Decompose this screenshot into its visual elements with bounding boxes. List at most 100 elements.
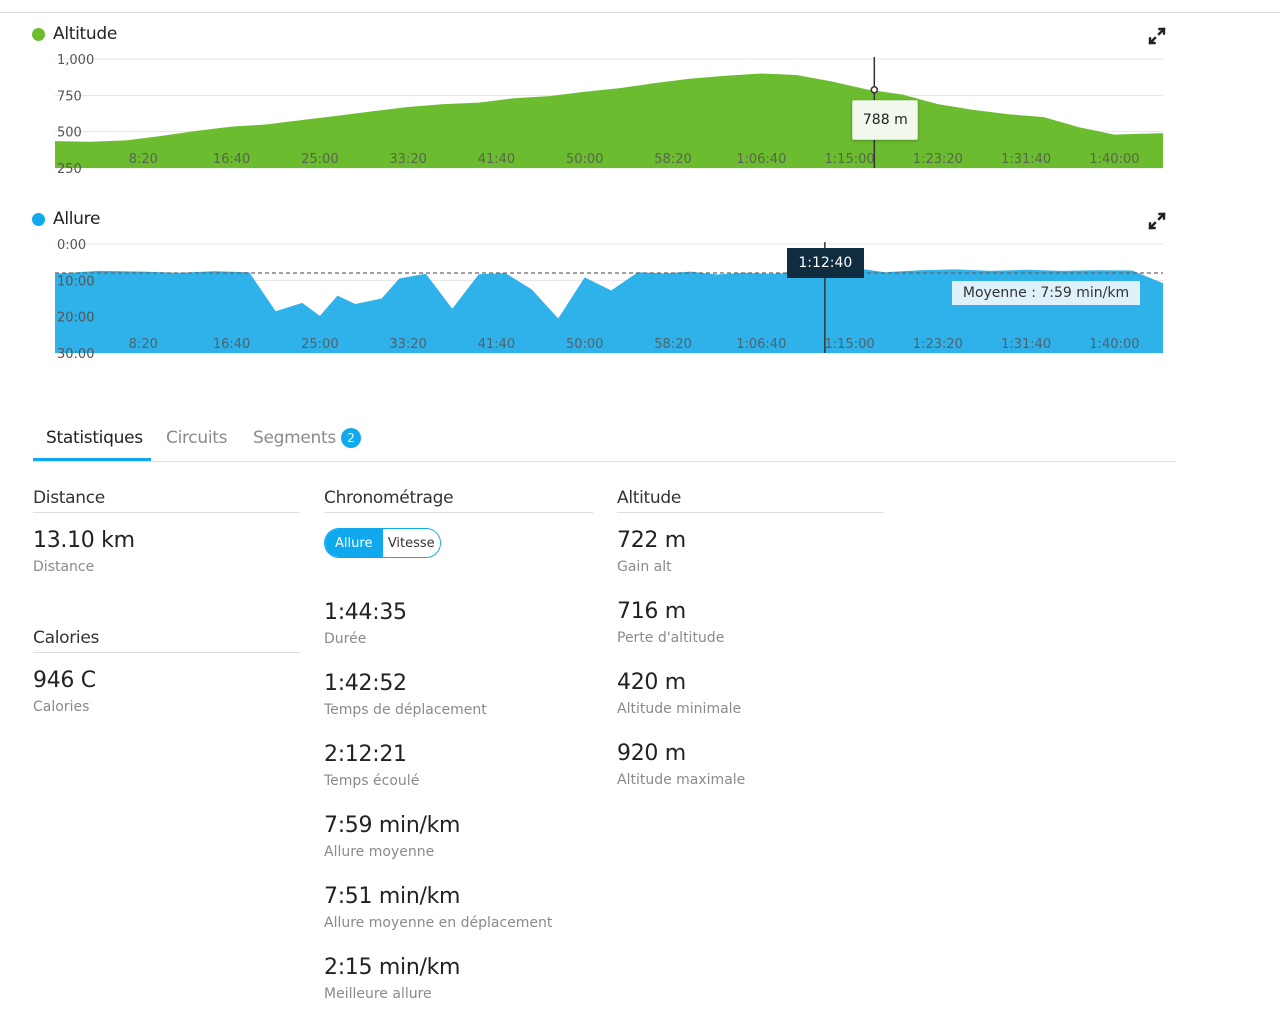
x-tick-label: 1:15:00: [825, 152, 875, 167]
pace-legend-dot: [32, 212, 45, 226]
x-tick-label: 58:20: [654, 152, 691, 167]
x-tick-label: 8:20: [129, 337, 158, 352]
pace-chart-title-text: Allure: [53, 209, 101, 229]
timing-stat-value: 7:51 min/km: [324, 884, 461, 909]
tab-statistiques[interactable]: Statistiques: [46, 428, 143, 448]
y-tick-label: 10:00: [57, 274, 94, 289]
altitude-stat-value: 920 m: [617, 741, 686, 766]
calories-stat: 946 C Calories: [33, 668, 96, 715]
x-tick-label: 1:06:40: [736, 337, 786, 352]
x-tick-label: 33:20: [389, 337, 426, 352]
timing-stat-value: 1:44:35: [324, 600, 407, 625]
x-tick-label: 1:40:00: [1089, 152, 1139, 167]
altitude-chart-title-text: Altitude: [53, 24, 118, 44]
x-tick-label: 1:15:00: [825, 337, 875, 352]
altitude-chart-title: Altitude: [32, 24, 117, 44]
altitude-tooltip: 788 m: [852, 100, 919, 140]
distance-heading: Distance: [33, 488, 300, 513]
y-tick-label: 30:00: [57, 347, 94, 362]
tab-segments[interactable]: Segments 2: [253, 428, 361, 448]
x-tick-label: 41:40: [478, 337, 515, 352]
pace-chart[interactable]: 0:00 10:00 20:00 30:00 8:20 16:40 25:00 33:20 41…: [30, 225, 1170, 365]
x-tick-label: 1:23:20: [913, 337, 963, 352]
altitude-chart[interactable]: 1,000 750 500 250 8:20 16:40 25:00 33:20 41:40 50…: [30, 40, 1170, 180]
x-tick-label: 1:31:40: [1001, 337, 1051, 352]
distance-label: Distance: [33, 559, 95, 575]
altitude-stat: 920 m Altitude maximale: [617, 741, 745, 788]
altitude-stat: 716 m Perte d'altitude: [617, 599, 724, 646]
expand-icon[interactable]: [1146, 25, 1168, 47]
pace-cursor-label-text: 1:12:40: [798, 255, 853, 271]
altitude-stat-label: Perte d'altitude: [617, 630, 725, 646]
x-tick-label: 25:00: [301, 152, 338, 167]
calories-section: Calories 946 C Calories: [33, 628, 300, 715]
expand-icon[interactable]: [1146, 210, 1168, 232]
altitude-stat-value: 716 m: [617, 599, 686, 624]
altitude-stat-value: 420 m: [617, 670, 686, 695]
x-tick-label: 33:20: [389, 152, 426, 167]
x-tick-label: 50:00: [566, 152, 603, 167]
y-tick-label: 1,000: [57, 53, 94, 68]
timing-stat: 7:59 min/km Allure moyenne: [324, 813, 460, 860]
x-tick-label: 41:40: [478, 152, 515, 167]
x-tick-label: 1:40:00: [1089, 337, 1139, 352]
timing-stat-label: Temps écoulé: [324, 773, 420, 789]
x-tick-label: 1:31:40: [1001, 152, 1051, 167]
distance-section: Distance 13.10 km Distance: [33, 488, 300, 575]
x-tick-label: 58:20: [654, 337, 691, 352]
active-tab-indicator: [33, 458, 151, 461]
timing-stat: 2:15 min/km Meilleure allure: [324, 955, 460, 1002]
timing-stat-label: Temps de déplacement: [324, 702, 487, 718]
timing-stat-label: Durée: [324, 631, 367, 647]
altitude-stat: 722 m Gain alt: [617, 528, 686, 575]
altitude-tooltip-text: 788 m: [862, 112, 908, 128]
timing-stat-value: 1:42:52: [324, 671, 407, 696]
y-tick-label: 750: [57, 89, 82, 104]
timing-stat: 1:44:35 Durée: [324, 600, 407, 647]
area-series: [55, 73, 1163, 168]
altitude-stat-label: Gain alt: [617, 559, 672, 575]
x-tick-label: 8:20: [129, 152, 158, 167]
pace-chart-panel: Allure 0:00 10:00 20:00 30:00 8:20 16:40 25:00…: [30, 205, 1170, 365]
toggle-vitesse-button[interactable]: Vitesse: [382, 529, 440, 557]
altitude-stat-label: Altitude maximale: [617, 772, 746, 788]
altitude-stat-label: Altitude minimale: [617, 701, 742, 717]
altitude-stat-value: 722 m: [617, 528, 686, 553]
altitude-stats-heading: Altitude: [617, 488, 884, 513]
segments-count-badge: 2: [340, 428, 361, 448]
timing-stat-label: Allure moyenne: [324, 844, 435, 860]
top-divider: [0, 12, 1280, 13]
y-tick-label: 20:00: [57, 311, 94, 326]
timing-stat: 2:12:21 Temps écoulé: [324, 742, 419, 789]
area-series: [55, 267, 1163, 353]
x-tick-label: 16:40: [213, 337, 250, 352]
pace-average-label-text: Moyenne : 7:59 min/km: [962, 285, 1130, 301]
y-tick-label: 0:00: [57, 238, 86, 253]
tab-segments-label: Segments: [253, 428, 336, 448]
distance-value: 13.10 km: [33, 528, 135, 553]
x-tick-label: 16:40: [213, 152, 250, 167]
stats-tabs: Statistiques Circuits Segments 2: [33, 420, 1176, 462]
timing-stat-value: 2:15 min/km: [324, 955, 461, 980]
altitude-stat: 420 m Altitude minimale: [617, 670, 741, 717]
timing-heading: Chronométrage: [324, 488, 593, 513]
tab-circuits[interactable]: Circuits: [166, 428, 228, 448]
x-tick-label: 1:06:40: [736, 152, 786, 167]
x-tick-label: 25:00: [301, 337, 338, 352]
altitude-chart-panel: Altitude 1,000 750 500 250 8:20 16:40 25:00 33:…: [30, 20, 1170, 180]
altitude-stats-section: Altitude 722 m Gain alt 716 m Perte d'al…: [617, 488, 884, 788]
calories-value: 946 C: [33, 668, 96, 693]
timing-stat-label: Allure moyenne en déplacement: [324, 915, 553, 931]
pace-cursor-label: 1:12:40: [786, 248, 864, 278]
pace-average-label: Moyenne : 7:59 min/km: [952, 281, 1140, 305]
pace-chart-title: Allure: [32, 209, 100, 229]
pace-speed-toggle: Allure Vitesse: [324, 528, 441, 558]
x-tick-label: 1:23:20: [913, 152, 963, 167]
altitude-legend-dot: [32, 27, 45, 41]
y-tick-label: 250: [57, 162, 82, 177]
distance-stat: 13.10 km Distance: [33, 528, 135, 575]
calories-label: Calories: [33, 699, 90, 715]
timing-stat-value: 2:12:21: [324, 742, 407, 767]
timing-stat: 1:42:52 Temps de déplacement: [324, 671, 487, 718]
toggle-allure-button[interactable]: Allure: [325, 529, 383, 557]
